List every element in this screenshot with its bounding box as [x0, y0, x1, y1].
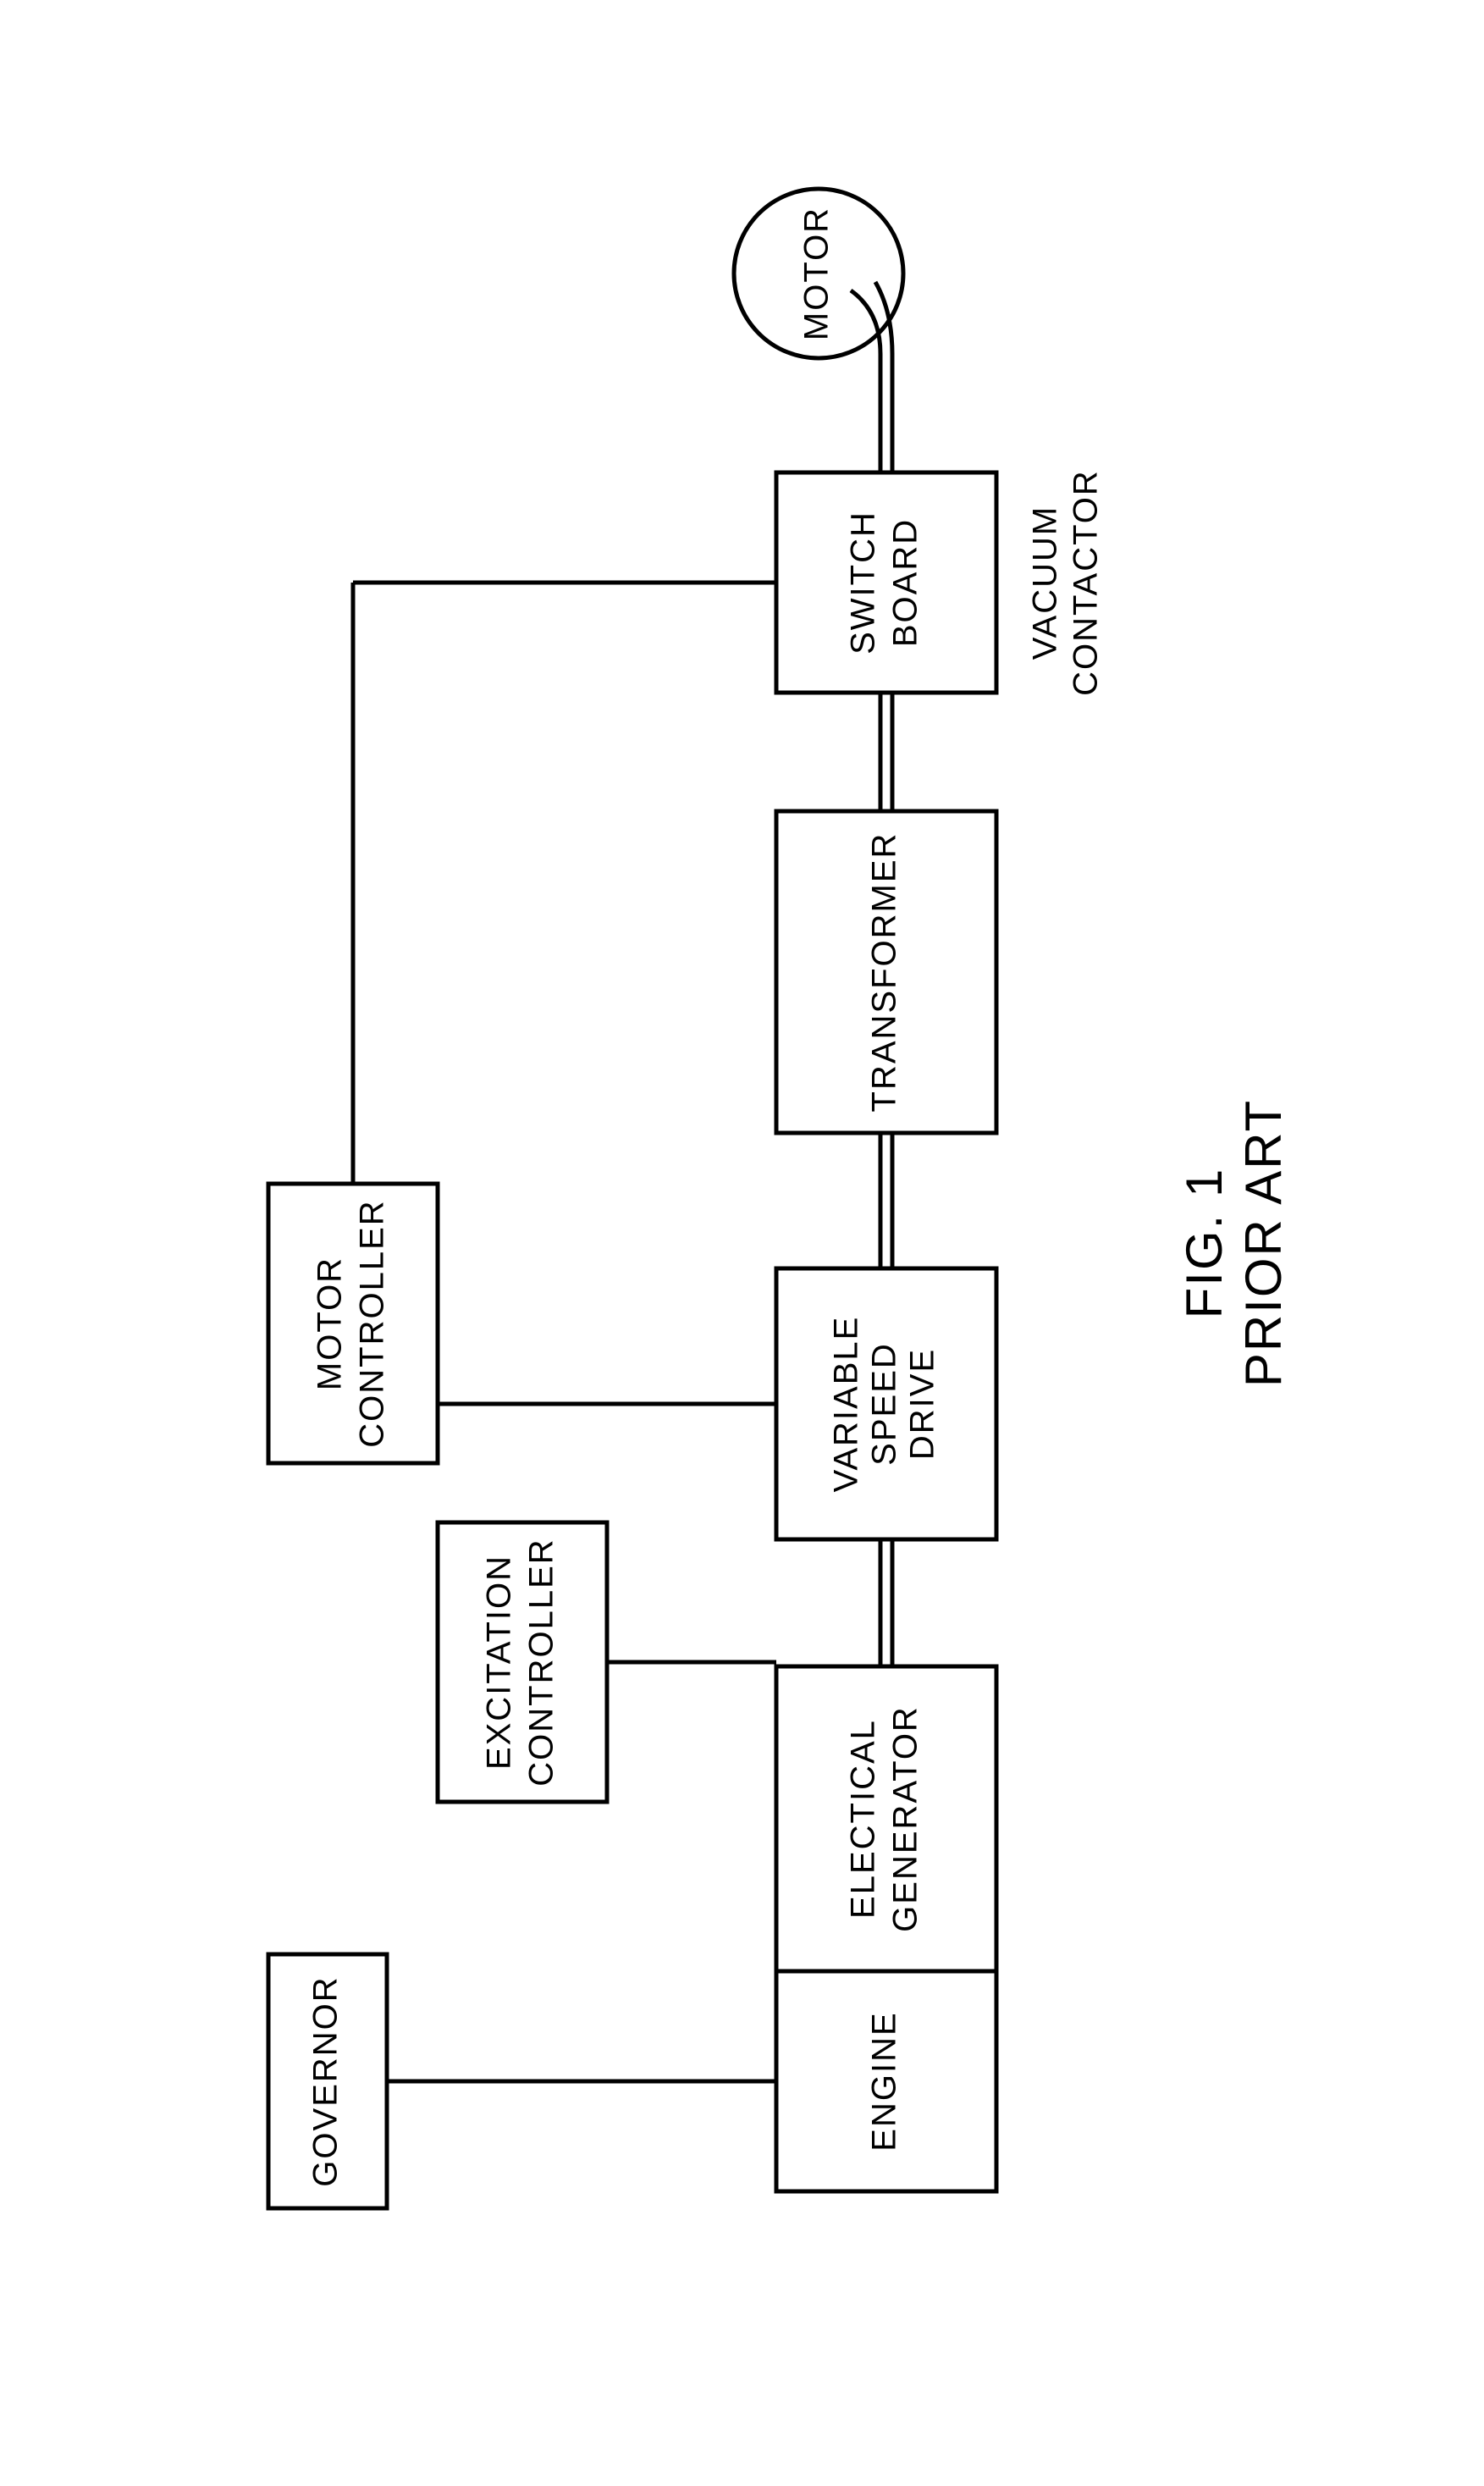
motor-controller-label-2: CONTROLLER [353, 1199, 390, 1447]
switch-board-label-1: SWITCH [844, 511, 881, 655]
transformer-label: TRANSFORMER [865, 832, 902, 1113]
figure-title-line-2: PRIOR ART [1234, 1099, 1291, 1387]
excitation-controller-label-1: EXCITATION [480, 1555, 517, 1770]
variable-speed-drive-label-1: VARIABLE [827, 1316, 864, 1493]
switch-board-box [776, 472, 996, 693]
electrical-generator-label-1: ELECTICAL [844, 1719, 881, 1919]
figure-title-line-1: FIG. 1 [1175, 1168, 1232, 1319]
node-variable-speed-drive: VARIABLE SPEED DRIVE [776, 1268, 996, 1539]
excitation-controller-box [438, 1522, 607, 1802]
block-diagram-svg: GOVERNOR EXCITATION CONTROLLER MOTOR CON… [150, 185, 1335, 2301]
node-switch-board: SWITCH BOARD [776, 472, 996, 693]
electrical-generator-box [776, 1666, 996, 1971]
node-governor: GOVERNOR [268, 1954, 387, 2208]
motor-controller-label-1: MOTOR [311, 1257, 348, 1390]
switch-board-label-2: BOARD [886, 518, 924, 647]
electrical-generator-label-2: GENERATOR [886, 1705, 924, 1932]
vacuum-contactor-label-2: CONTACTOR [1067, 469, 1104, 696]
variable-speed-drive-label-3: DRIVE [903, 1348, 941, 1460]
node-electrical-generator: ELECTICAL GENERATOR [776, 1666, 996, 1971]
diagram-container: GOVERNOR EXCITATION CONTROLLER MOTOR CON… [150, 185, 1335, 2301]
motor-controller-box [268, 1184, 438, 1463]
node-engine: ENGINE [776, 1971, 996, 2191]
node-motor-controller: MOTOR CONTROLLER [268, 1184, 438, 1463]
node-excitation-controller: EXCITATION CONTROLLER [438, 1522, 607, 1802]
node-transformer: TRANSFORMER [776, 811, 996, 1133]
vacuum-contactor-label-1: VACUUM [1026, 505, 1063, 660]
engine-label: ENGINE [865, 2011, 902, 2151]
governor-label: GOVERNOR [306, 1975, 344, 2186]
excitation-controller-label-2: CONTROLLER [522, 1538, 560, 1786]
motor-label: MOTOR [797, 207, 835, 340]
variable-speed-drive-label-2: SPEED [865, 1342, 902, 1466]
